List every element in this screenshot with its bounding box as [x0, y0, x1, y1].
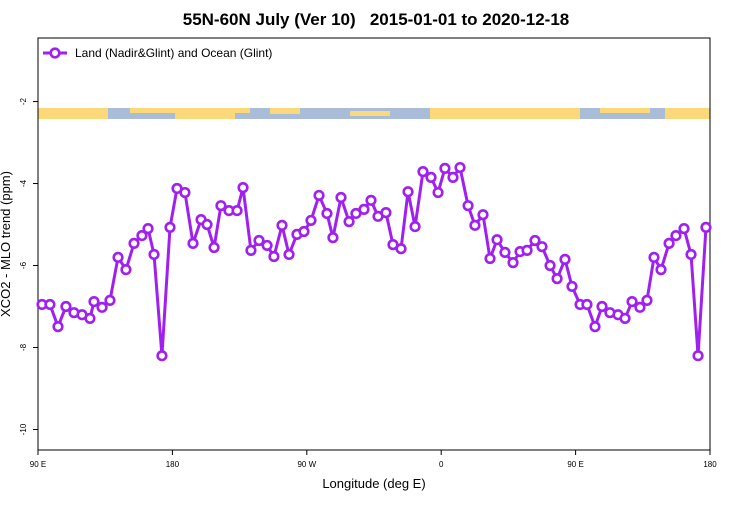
data-point	[581, 298, 593, 311]
data-point	[298, 225, 310, 238]
data-point	[641, 294, 653, 306]
data-point	[484, 252, 496, 265]
data-point	[245, 244, 257, 256]
data-point	[237, 182, 249, 194]
data-point	[261, 239, 273, 252]
data-point	[551, 273, 563, 285]
data-point	[432, 186, 444, 199]
data-point	[187, 237, 199, 249]
data-point	[692, 350, 704, 362]
data-point	[417, 166, 429, 178]
data-point	[321, 207, 333, 220]
y-tick-label: -8	[19, 343, 28, 351]
data-point	[678, 223, 690, 235]
x-tick-label: 90 W	[297, 460, 316, 469]
data-point	[544, 259, 556, 272]
data-point	[395, 243, 407, 255]
data-point	[313, 189, 325, 202]
data-point	[44, 298, 56, 311]
data-point	[60, 300, 72, 313]
data-point	[276, 219, 288, 231]
data-point	[477, 209, 489, 221]
data-point	[231, 204, 243, 217]
map-strip	[38, 108, 710, 119]
data-point	[536, 241, 548, 253]
data-point	[112, 251, 124, 263]
data-point	[655, 264, 667, 276]
data-point	[128, 237, 140, 249]
data-point	[136, 229, 148, 242]
y-axis-label: XCO2 - MLO trend (ppm)	[0, 171, 13, 317]
data-point	[454, 161, 466, 174]
data-point	[491, 234, 503, 246]
x-tick-label: 90 E	[30, 460, 46, 469]
data-point	[164, 221, 176, 233]
data-point	[566, 280, 578, 293]
data-point	[425, 171, 437, 183]
x-tick-label: 180	[703, 460, 717, 469]
data-point	[521, 244, 533, 256]
data-point	[700, 221, 712, 233]
data-point	[179, 186, 191, 199]
data-point	[634, 301, 646, 313]
data-point	[148, 248, 160, 261]
data-point	[380, 207, 392, 219]
y-tick-label: -4	[19, 179, 28, 187]
data-point	[365, 194, 377, 206]
data-point	[96, 301, 108, 313]
data-point	[507, 257, 519, 269]
data-point	[283, 248, 295, 261]
x-tick-label: 0	[439, 460, 444, 469]
chart-title: 55N-60N July (Ver 10) 2015-01-01 to 2020…	[183, 10, 570, 29]
data-point	[104, 294, 116, 306]
data-point	[670, 229, 682, 242]
data-point	[201, 218, 213, 231]
data-point	[596, 300, 608, 313]
data-point	[253, 234, 265, 247]
data-point	[358, 203, 370, 215]
data-point	[685, 248, 697, 261]
data-point	[335, 191, 347, 204]
data-point	[215, 200, 227, 212]
data-point	[447, 171, 459, 183]
plot-frame	[37, 37, 711, 451]
data-point	[120, 264, 132, 276]
data-point	[589, 321, 601, 333]
data-point	[439, 162, 451, 174]
data-point	[663, 237, 675, 249]
data-point	[626, 295, 638, 308]
data-point	[559, 253, 571, 265]
data-point	[402, 186, 414, 198]
data-point	[52, 321, 64, 333]
data-point	[462, 200, 474, 212]
data-point	[156, 350, 168, 362]
data-point	[88, 295, 100, 308]
x-tick-label: 90 E	[567, 460, 583, 469]
data-point	[208, 241, 220, 254]
legend-marker	[49, 47, 61, 59]
legend-label: Land (Nadir&Glint) and Ocean (Glint)	[75, 46, 272, 60]
data-point	[648, 251, 660, 263]
data-point	[268, 250, 280, 263]
data-point	[529, 234, 541, 247]
data-point	[409, 220, 421, 233]
data-point	[142, 223, 154, 235]
y-tick-label: -6	[19, 261, 28, 269]
x-tick-label: 180	[166, 460, 180, 469]
data-point	[305, 214, 317, 227]
data-point	[619, 312, 631, 325]
data-point	[343, 216, 355, 228]
x-axis-label: Longitude (deg E)	[322, 476, 425, 491]
data-point	[469, 219, 481, 231]
y-tick-label: -10	[19, 423, 28, 435]
data-point	[499, 246, 511, 259]
y-tick-label: -2	[19, 97, 28, 105]
data-point	[327, 232, 339, 244]
data-point	[84, 312, 96, 325]
